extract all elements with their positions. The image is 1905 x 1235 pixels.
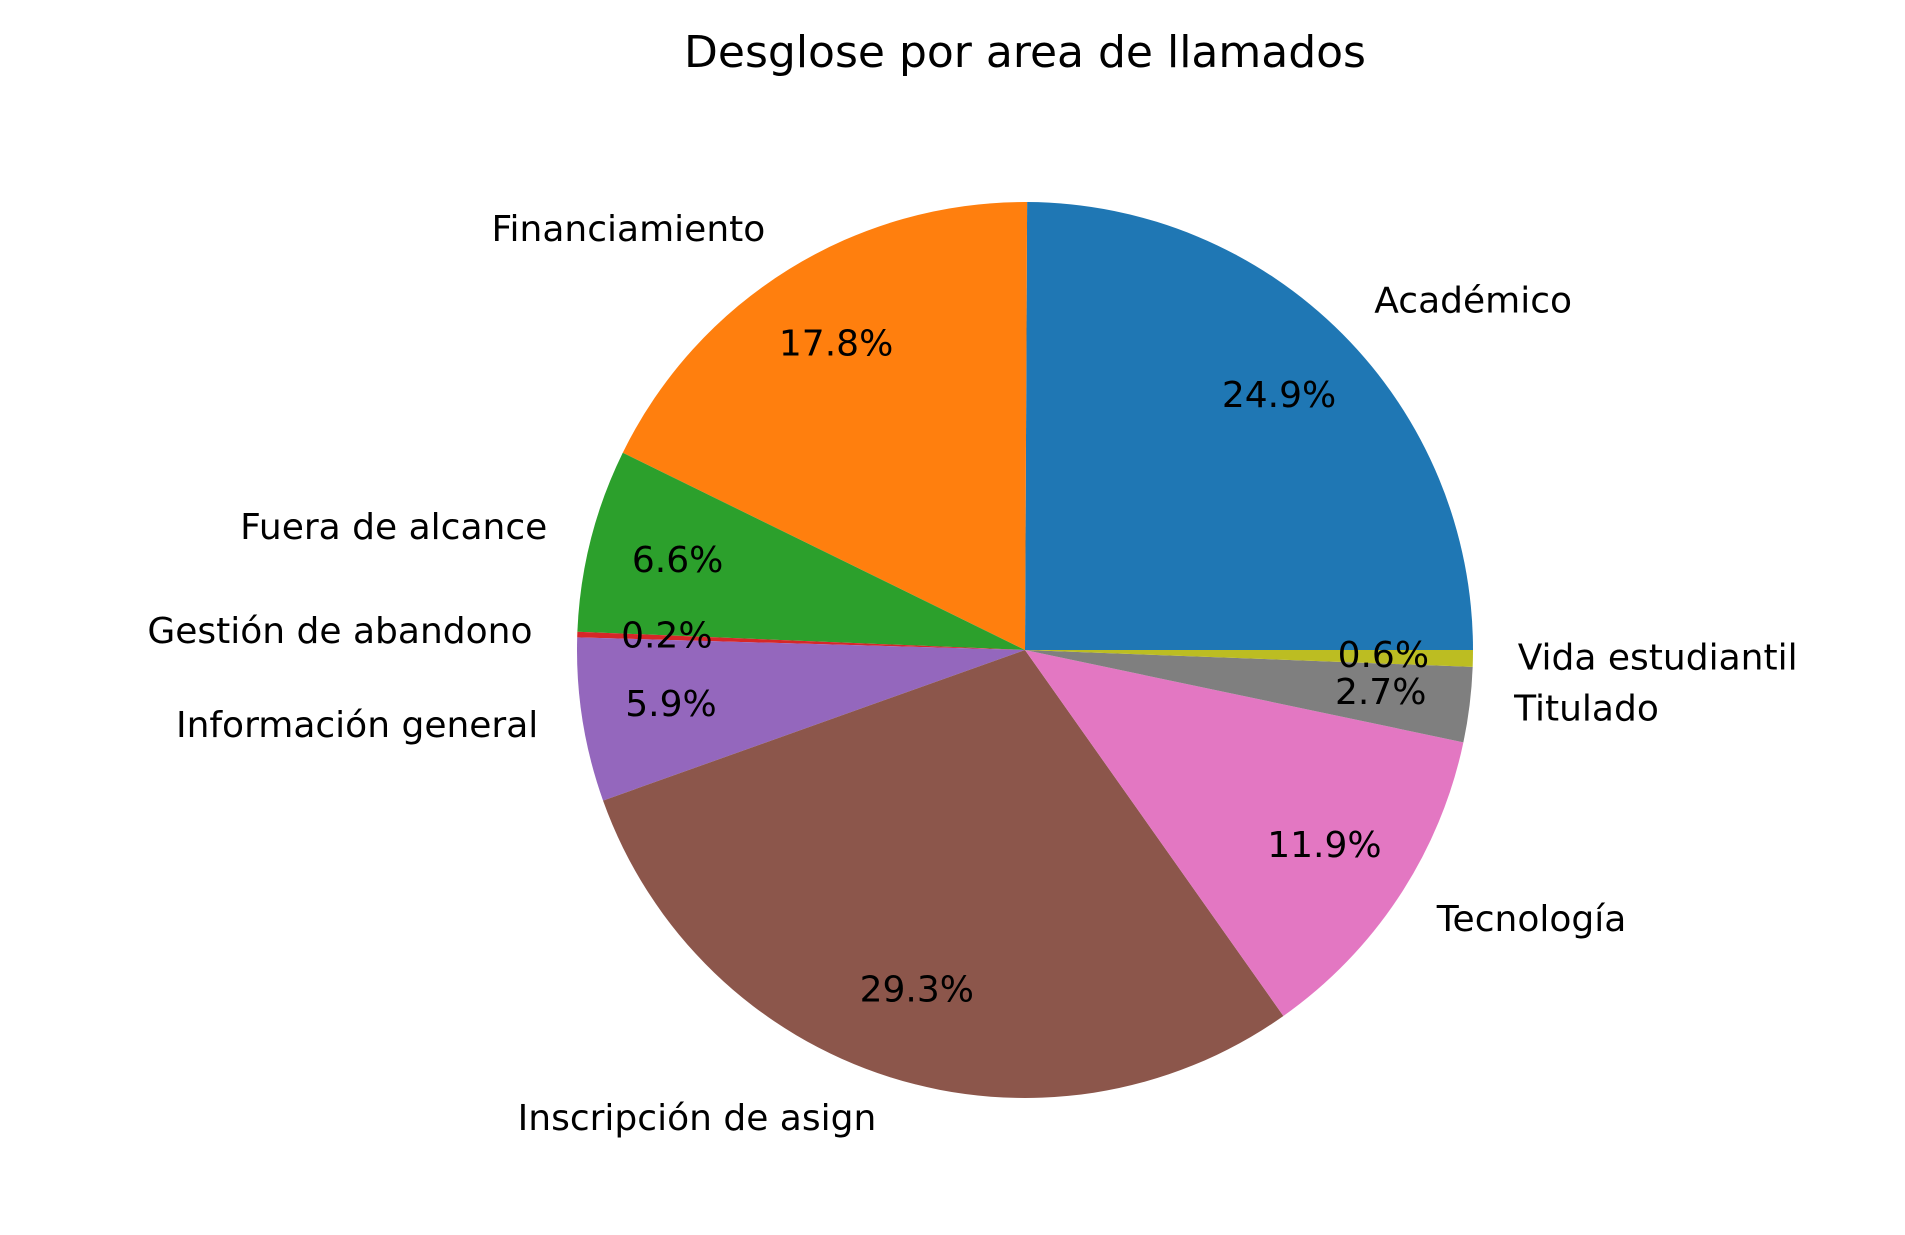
pie-slice-tecnologia [1025,650,1464,1016]
pie-slice-informacion-general [577,637,1025,801]
slice-label-vida-estudiantil: Vida estudiantil [1518,637,1798,678]
slice-percent-gestion-de-abandono: 0.2% [621,616,712,657]
slice-label-titulado: Titulado [1513,688,1659,729]
slice-percent-tecnologia: 11.9% [1267,825,1381,866]
slice-label-financiamiento: Financiamiento [491,209,765,250]
slice-percent-informacion-general: 5.9% [625,684,716,725]
slice-percent-fuera-de-alcance: 6.6% [632,540,723,581]
slice-label-fuera-de-alcance: Fuera de alcance [240,507,547,548]
slice-label-gestion-de-abandono: Gestión de abandono [147,611,532,652]
chart-title: Desglose por area de llamados [684,27,1366,78]
pie-slice-financiamiento [622,201,1028,651]
slice-label-inscripcion-de-asign: Inscripción de asign [518,1098,877,1139]
slice-percent-titulado: 2.7% [1335,672,1426,713]
pie-labels: Académico 24.9% Financiamiento 17.8% Fuera d… [147,209,1797,1139]
pie-slice-inscripcion-de-asign [603,650,1284,1099]
slice-percent-academico: 24.9% [1222,375,1336,416]
slice-percent-financiamiento: 17.8% [779,323,893,364]
slice-label-academico: Académico [1374,280,1572,321]
slice-label-informacion-general: Información general [176,705,538,746]
pie-slice-vida-estudiantil [1025,650,1473,667]
pie-slices [577,201,1473,1099]
slice-percent-vida-estudiantil: 0.6% [1338,635,1429,676]
pie-slice-fuera-de-alcance [577,452,1025,650]
pie-slice-titulado [1025,650,1473,743]
slice-label-tecnologia: Tecnología [1436,899,1627,940]
pie-slice-academico [1025,202,1473,650]
slice-percent-inscripcion-de-asign: 29.3% [860,970,974,1011]
pie-slice-gestion-de-abandono [577,631,1025,650]
